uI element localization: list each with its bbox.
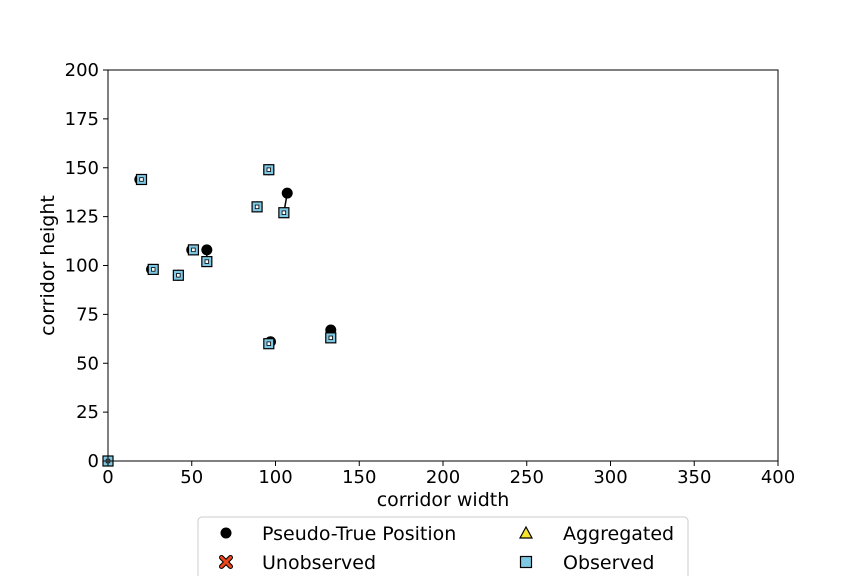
y-tick-label: 25 — [76, 402, 99, 423]
y-tick-label: 175 — [65, 109, 99, 130]
y-tick-label: 200 — [65, 60, 99, 81]
legend-label: Aggregated — [563, 523, 674, 545]
observed-point-center — [176, 273, 181, 278]
legend-circle-marker — [220, 527, 232, 539]
observed-point-center — [266, 167, 271, 172]
observed-point-center — [266, 341, 271, 346]
observed-point-center — [254, 204, 260, 210]
legend-box — [197, 516, 689, 576]
marks-layer — [102, 164, 337, 467]
x-tick-label: 100 — [258, 467, 292, 488]
y-tick-label: 100 — [65, 256, 99, 277]
y-axis-ticks: 0 25 50 75 100 125 150 175 200 — [65, 60, 108, 472]
y-tick-label: 0 — [88, 451, 99, 472]
x-tick-label: 250 — [510, 467, 544, 488]
legend-triangle-marker — [518, 525, 534, 539]
x-tick-label: 50 — [180, 467, 203, 488]
pseudo-true-point — [201, 244, 213, 256]
observed-point-center — [151, 267, 156, 272]
legend-label: Pseudo-True Position — [262, 523, 456, 545]
legend-x-marker — [220, 556, 232, 568]
legend-item: Pseudo-True Position — [220, 523, 456, 545]
observed-point-center — [191, 247, 196, 253]
x-axis-label: corridor width — [377, 489, 510, 511]
observed-point-center — [139, 177, 144, 182]
legend-square-marker — [519, 555, 533, 569]
y-axis-label: corridor height — [37, 195, 59, 336]
x-tick-label: 200 — [426, 467, 460, 488]
links-layer — [139, 178, 332, 345]
x-tick-label: 150 — [342, 467, 376, 488]
y-tick-label: 75 — [76, 304, 99, 325]
y-tick-label: 125 — [65, 207, 99, 228]
legend: Pseudo-True Position Unobserved Aggregated… — [197, 516, 689, 576]
legend-label: Unobserved — [262, 552, 376, 574]
legend-label: Observed — [563, 552, 654, 574]
observed-point-center — [328, 335, 333, 341]
pseudo-true-point — [281, 187, 293, 199]
x-tick-label: 350 — [677, 467, 711, 488]
legend-item: Unobserved — [219, 552, 376, 574]
observed-point-center — [204, 259, 210, 264]
observed-point-center — [281, 210, 287, 215]
x-axis-ticks: 0 50 100 150 200 250 300 350 400 — [102, 461, 795, 488]
x-tick-label: 300 — [593, 467, 627, 488]
x-tick-label: 0 — [102, 467, 113, 488]
legend-item: Aggregated — [518, 523, 674, 545]
legend-item: Observed — [519, 552, 654, 574]
y-tick-label: 50 — [76, 353, 99, 374]
x-tick-label: 400 — [761, 467, 795, 488]
y-tick-label: 150 — [65, 158, 99, 179]
